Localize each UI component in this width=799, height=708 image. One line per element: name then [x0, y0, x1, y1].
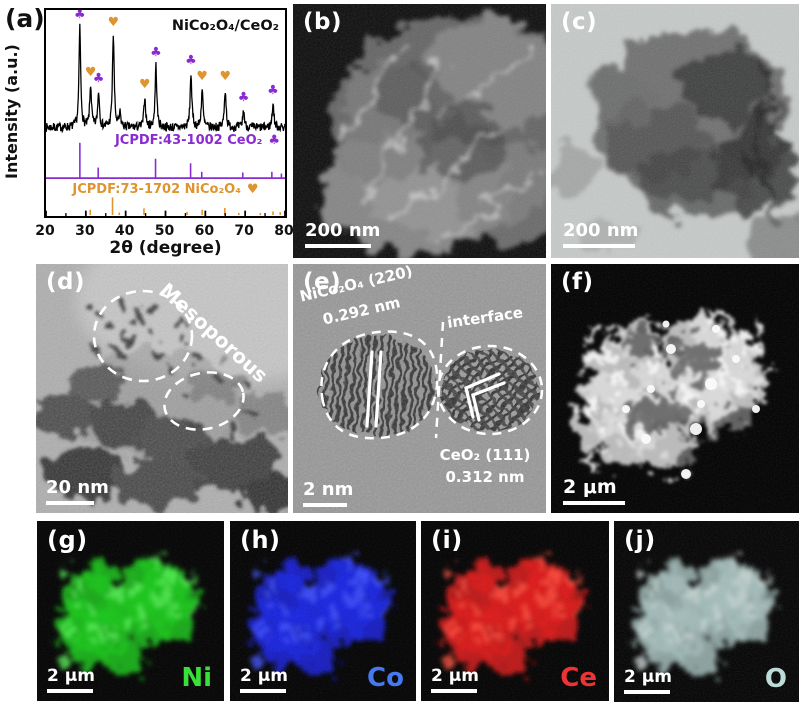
grain-dashed-outlines [320, 321, 544, 440]
panel-c-tem-image: (c) 200 nm [551, 4, 799, 258]
peak-phase-marker: ♥ [85, 65, 96, 80]
sample-label: NiCo₂O₄/CeO₂ [171, 18, 279, 34]
scale-bar-i: 2 μm [431, 668, 479, 693]
club-marker-icon: ♣ [268, 133, 280, 148]
element-label-g: Ni [181, 663, 212, 693]
panel-letter-e: (e) [303, 269, 342, 295]
panel-j-eds-map-o: (j) 2 μm O [614, 521, 799, 702]
xrd-curve [45, 23, 286, 134]
scale-bar-text: 2 μm [624, 667, 672, 687]
x-tick-label: 30 [75, 223, 95, 239]
reference-label-ceo2: JCPDF:43-1002 CeO₂ [114, 133, 263, 148]
peak-phase-marker: ♣ [238, 90, 249, 105]
panel-b-sem-image: (b) 200 nm [293, 4, 546, 258]
peak-phase-marker: ♣ [185, 53, 196, 68]
phase-annotation-ceo2: CeO₂ (111) [439, 446, 531, 464]
element-label-h: Co [367, 663, 404, 693]
panel-letter-d: (d) [46, 269, 85, 295]
x-tick-label: 20 [35, 223, 55, 239]
x-tick-label: 70 [234, 223, 254, 239]
peak-phase-marker: ♣ [267, 83, 278, 98]
scale-bar-text: 2 nm [303, 479, 354, 500]
tem-mesoporous-texture [36, 264, 288, 513]
panel-g-eds-map-ni: (g) 2 μm Ni [37, 521, 224, 701]
panel-letter-i: (i) [431, 526, 463, 554]
scale-bar-text: 2 μm [563, 476, 617, 498]
panel-letter-j: (j) [624, 526, 656, 554]
darkfield-texture [551, 264, 799, 513]
peak-phase-marker: ♥ [108, 15, 119, 30]
element-label-i: Ce [560, 663, 597, 693]
mesopore-dashed-circles [92, 289, 245, 431]
peak-phase-marker: ♥ [139, 77, 150, 92]
scale-bar-line [431, 689, 477, 693]
hrtem-lattice-texture [293, 264, 546, 513]
scale-bar-text: 2 μm [431, 666, 479, 686]
panel-f-darkfield-image: (f) 2 μm [551, 264, 799, 513]
scale-bar-text: 2 μm [240, 666, 288, 686]
panel-letter-f: (f) [561, 269, 594, 295]
scale-bar-line [563, 501, 625, 505]
x-tick-label: 60 [194, 223, 215, 239]
scale-bar-h: 2 μm [240, 668, 288, 693]
panel-a-xrd-chart: (a) Intensity (a.u.) ♣ ♥ ♣ ♥ ♥ ♣ ♣ ♥ ♥ ♣ ♣ NiCo₂O₄… [0, 0, 294, 260]
scale-bar-line [305, 244, 371, 248]
panel-letter-b: (b) [303, 9, 342, 35]
scale-bar-d: 20 nm [46, 479, 109, 505]
scale-bar-text: 20 nm [46, 477, 109, 498]
scale-bar-text: 200 nm [305, 220, 381, 241]
x-tick-label: 40 [114, 223, 135, 239]
eds-map-texture-co [230, 521, 416, 701]
sem-image-texture [293, 4, 546, 258]
scale-bar-g: 2 μm [47, 668, 95, 693]
x-axis-label: 2θ (degree) [109, 238, 222, 258]
scale-bar-text: 2 μm [47, 666, 95, 686]
scale-bar-f: 2 μm [563, 478, 625, 505]
eds-map-texture-ce [421, 521, 609, 701]
heart-marker-icon: ♥ [246, 182, 259, 197]
scale-bar-j: 2 μm [624, 669, 672, 694]
scale-bar-line [46, 501, 94, 505]
xrd-plot-frame: ♣ ♥ ♣ ♥ ♥ ♣ ♣ ♥ ♥ ♣ ♣ NiCo₂O₄/CeO₂ JCPDF:43-1002 C… [44, 7, 287, 218]
panel-letter-c: (c) [561, 9, 598, 35]
spacing-annotation-ceo2: 0.312 nm [445, 468, 525, 486]
reference-line-nico2o4: JCPDF:73-1702 NiCo₂O₄ ♥ [46, 182, 285, 197]
reference-label-nico2o4: JCPDF:73-1702 NiCo₂O₄ [72, 182, 241, 197]
scale-bar-text: 200 nm [563, 220, 639, 241]
x-tick-label: 50 [154, 223, 175, 239]
panel-letter-g: (g) [47, 526, 88, 554]
interface-dashed-line [434, 321, 445, 439]
scale-bar-line [563, 244, 635, 248]
scale-bar-e: 2 nm [303, 481, 353, 507]
eds-map-texture-ni [37, 521, 224, 701]
scale-bar-line [624, 690, 670, 694]
peak-phase-marker: ♥ [196, 69, 207, 84]
scale-bar-line [47, 689, 93, 693]
panel-letter-h: (h) [240, 526, 281, 554]
element-label-j: O [764, 664, 787, 694]
x-tick-label: 80 [274, 223, 294, 239]
peak-phase-marker: ♣ [74, 10, 85, 22]
panel-h-eds-map-co: (h) 2 μm Co [230, 521, 416, 701]
y-axis-label: Intensity (a.u.) [2, 44, 21, 180]
lattice-spacing-markers [365, 350, 506, 428]
peak-phase-marker: ♥ [220, 69, 231, 84]
panel-d-tem-image: (d) Mesoporous 20 nm [36, 264, 288, 513]
scale-bar-line [303, 503, 347, 507]
scale-bar-b: 200 nm [305, 222, 380, 248]
reference-line-ceo2: JCPDF:43-1002 CeO₂ ♣ [115, 133, 280, 148]
peak-phase-marker: ♣ [93, 71, 104, 86]
peak-phase-marker: ♣ [150, 45, 161, 60]
panel-i-eds-map-ce: (i) 2 μm Ce [421, 521, 609, 701]
scale-bar-line [240, 689, 286, 693]
xrd-plot: ♣♥♣♥♥♣♣♥ ♥♣ ♣ [45, 7, 286, 217]
tem-image-texture [551, 4, 799, 258]
panel-e-hrtem-image: (e) NiCo₂O₄ (220) 0.292 nm interface CeO… [293, 264, 546, 513]
panel-letter-a: (a) [5, 4, 45, 33]
eds-map-texture-o [614, 521, 799, 702]
scale-bar-c: 200 nm [563, 222, 638, 248]
